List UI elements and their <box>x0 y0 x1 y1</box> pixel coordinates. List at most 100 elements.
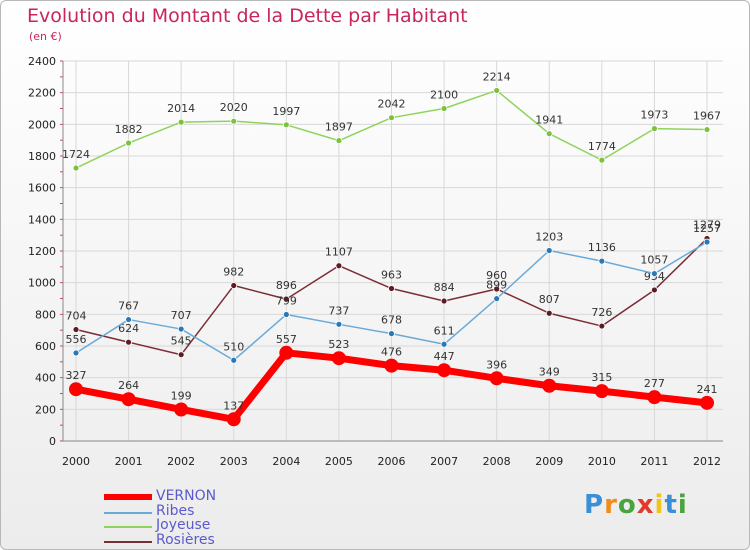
legend-label-rosieres: Rosières <box>156 532 215 548</box>
y-tick-label-0: 0 <box>49 435 56 448</box>
data-label-ribes-2002: 707 <box>171 309 192 322</box>
data-point-ribes-2008 <box>493 295 501 303</box>
data-label-joyeuse-2004: 1997 <box>272 105 300 118</box>
data-label-ribes-2011: 1057 <box>640 254 668 267</box>
data-point-joyeuse-2005 <box>335 137 343 145</box>
data-label-rosires-2000: 704 <box>66 310 87 323</box>
data-point-joyeuse-2012 <box>703 126 711 133</box>
data-point-ribes-2000 <box>72 349 80 357</box>
data-label-vernon-2003: 137 <box>223 399 244 412</box>
data-point-vernon-2000 <box>69 382 83 397</box>
x-tick-label-2011: 2011 <box>640 455 668 468</box>
data-label-joyeuse-2009: 1941 <box>535 114 563 127</box>
x-tick-label-2006: 2006 <box>378 455 406 468</box>
data-label-rosires-2003: 982 <box>223 266 244 279</box>
y-tick-label-1200: 1200 <box>28 245 56 258</box>
data-point-rosires-2000 <box>72 326 80 333</box>
y-tick-label-200: 200 <box>35 403 56 416</box>
data-label-vernon-2004: 557 <box>276 333 297 346</box>
logo-letter: i <box>654 490 665 520</box>
y-tick-label-600: 600 <box>35 340 56 353</box>
data-point-rosires-2001 <box>125 338 132 346</box>
data-point-ribes-2009 <box>545 247 553 254</box>
data-point-rosires-2002 <box>177 351 185 359</box>
data-label-vernon-2008: 396 <box>486 358 507 371</box>
x-tick-label-2002: 2002 <box>167 455 195 468</box>
data-label-rosires-2002: 545 <box>171 335 192 348</box>
data-point-joyeuse-2003 <box>230 117 238 125</box>
data-point-rosires-2005 <box>335 262 343 270</box>
y-tick-label-2200: 2200 <box>28 87 56 100</box>
data-label-vernon-2000: 327 <box>66 369 87 382</box>
data-label-rosires-2008: 960 <box>486 269 507 282</box>
data-point-vernon-2011 <box>647 390 662 405</box>
data-label-rosires-2005: 1107 <box>325 246 353 259</box>
data-label-ribes-2006: 678 <box>381 314 402 327</box>
data-label-rosires-2006: 963 <box>381 269 402 282</box>
data-point-rosires-2008 <box>493 285 501 293</box>
logo-letter: i <box>677 490 688 520</box>
data-point-joyeuse-2001 <box>125 139 132 147</box>
data-label-vernon-2012: 241 <box>697 383 718 396</box>
data-point-joyeuse-2010 <box>598 156 606 164</box>
data-label-joyeuse-2010: 1774 <box>588 140 616 153</box>
data-point-rosires-2003 <box>230 282 238 289</box>
x-tick-label-2012: 2012 <box>693 455 721 468</box>
data-point-vernon-2009 <box>542 378 557 393</box>
y-tick-label-1000: 1000 <box>28 277 56 290</box>
data-label-ribes-2005: 737 <box>328 304 349 317</box>
data-point-ribes-2001 <box>125 316 132 323</box>
x-tick-label-2004: 2004 <box>272 455 300 468</box>
data-point-vernon-2012 <box>700 395 714 410</box>
data-label-ribes-2007: 611 <box>434 324 455 337</box>
data-label-rosires-2007: 884 <box>434 281 455 294</box>
data-point-vernon-2008 <box>489 371 504 386</box>
data-label-joyeuse-2007: 2100 <box>430 89 458 102</box>
data-label-joyeuse-2006: 2042 <box>378 98 406 111</box>
chart-title: Evolution du Montant de la Dette par Hab… <box>27 5 468 27</box>
data-label-joyeuse-2012: 1967 <box>693 110 721 123</box>
data-label-joyeuse-2008: 2214 <box>483 70 511 83</box>
data-point-ribes-2011 <box>651 270 658 278</box>
data-label-ribes-2004: 799 <box>276 294 297 307</box>
x-tick-label-2010: 2010 <box>588 455 616 468</box>
logo-letter: P <box>584 490 605 520</box>
x-tick-label-2005: 2005 <box>325 455 353 468</box>
data-point-ribes-2007 <box>440 340 448 348</box>
data-point-joyeuse-2009 <box>545 130 553 138</box>
data-point-vernon-2002 <box>174 402 189 417</box>
data-point-rosires-2004 <box>282 295 290 303</box>
data-point-joyeuse-2000 <box>72 164 80 172</box>
y-tick-label-1600: 1600 <box>28 182 56 195</box>
legend-label-joyeuse: Joyeuse <box>156 517 211 533</box>
y-tick-label-1400: 1400 <box>28 213 56 226</box>
data-label-vernon-2007: 447 <box>434 350 455 363</box>
logo-letter: x <box>636 490 655 520</box>
data-point-ribes-2005 <box>335 320 343 328</box>
y-tick-label-2400: 2400 <box>28 55 56 68</box>
x-tick-label-2009: 2009 <box>535 455 563 468</box>
data-label-joyeuse-2001: 1882 <box>115 123 143 136</box>
data-point-ribes-2004 <box>282 311 290 318</box>
data-point-ribes-2003 <box>230 356 238 364</box>
data-label-ribes-2009: 1203 <box>535 231 563 244</box>
data-point-vernon-2004 <box>279 345 294 360</box>
legend-swatch-ribes <box>104 512 152 514</box>
data-label-joyeuse-2003: 2020 <box>220 101 248 114</box>
data-label-vernon-2010: 315 <box>591 371 612 384</box>
data-point-vernon-2005 <box>331 351 346 366</box>
data-point-rosires-2007 <box>440 297 448 305</box>
x-tick-label-2003: 2003 <box>220 455 248 468</box>
y-tick-label-400: 400 <box>35 372 56 385</box>
data-label-rosires-2012: 1279 <box>693 218 721 231</box>
y-tick-label-2000: 2000 <box>28 118 56 131</box>
data-point-ribes-2006 <box>388 330 395 338</box>
y-tick-label-800: 800 <box>35 308 56 321</box>
data-point-vernon-2001 <box>121 392 136 407</box>
data-label-rosires-2010: 726 <box>591 306 612 319</box>
data-point-vernon-2003 <box>226 412 241 427</box>
data-point-rosires-2009 <box>545 309 553 317</box>
data-label-rosires-2009: 807 <box>539 293 560 306</box>
